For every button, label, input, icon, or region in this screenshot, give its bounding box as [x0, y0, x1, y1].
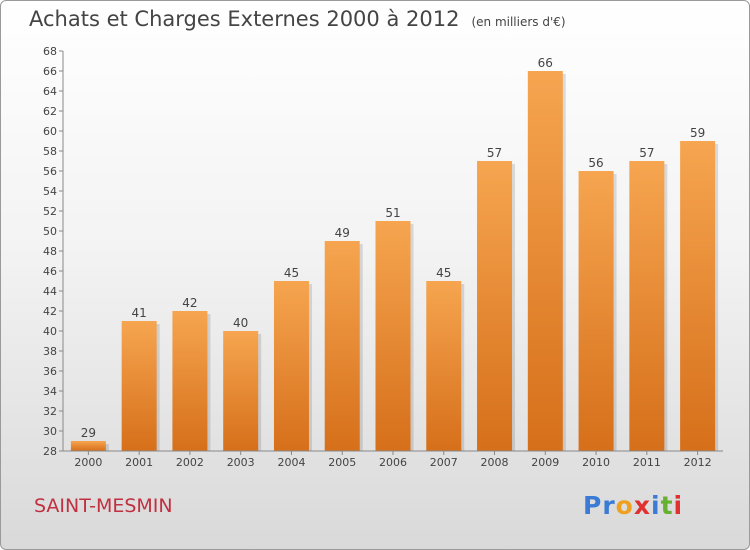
y-tick-label: 42 — [43, 305, 57, 318]
logo-letter: o — [615, 491, 634, 520]
x-tick-label: 2012 — [684, 456, 712, 469]
x-tick-label: 2000 — [74, 456, 102, 469]
bar-2012 — [680, 141, 716, 451]
proxiti-logo: Proxiti — [583, 491, 683, 520]
y-tick-label: 54 — [43, 185, 57, 198]
logo-letter: i — [651, 491, 661, 520]
x-tick-label: 2009 — [531, 456, 559, 469]
y-tick-label: 64 — [43, 85, 57, 98]
bar-value-label: 45 — [436, 266, 451, 280]
bar-2004 — [273, 281, 309, 451]
logo-letter: P — [583, 491, 603, 520]
y-tick-label: 46 — [43, 265, 57, 278]
x-tick-label: 2005 — [328, 456, 356, 469]
y-tick-label: 58 — [43, 145, 57, 158]
x-tick-label: 2007 — [430, 456, 458, 469]
y-tick-label: 28 — [43, 445, 57, 458]
y-tick-label: 66 — [43, 65, 57, 78]
bar-value-label: 45 — [284, 266, 299, 280]
bar-value-label: 41 — [132, 306, 147, 320]
bar-2011 — [629, 161, 665, 451]
y-tick-label: 30 — [43, 425, 57, 438]
bar-2009 — [527, 71, 563, 451]
x-tick-label: 2002 — [176, 456, 204, 469]
y-tick-label: 62 — [43, 105, 57, 118]
bar-2001 — [121, 321, 157, 451]
y-tick-label: 48 — [43, 245, 57, 258]
y-tick-label: 40 — [43, 325, 57, 338]
x-tick-label: 2010 — [582, 456, 610, 469]
y-tick-label: 36 — [43, 365, 57, 378]
bar-value-label: 40 — [233, 316, 248, 330]
x-tick-label: 2011 — [633, 456, 661, 469]
bar-2010 — [578, 171, 614, 451]
chart-unit: (en milliers d'€) — [471, 15, 566, 29]
y-tick-label: 52 — [43, 205, 57, 218]
bar-value-label: 49 — [335, 226, 350, 240]
bar-value-label: 66 — [538, 56, 553, 70]
bar-value-label: 57 — [487, 146, 502, 160]
bar-value-label: 29 — [81, 426, 96, 440]
y-tick-label: 50 — [43, 225, 57, 238]
bars-group: 29 41 42 40 45 49 51 45 57 66 56 57 59 — [70, 56, 719, 451]
bar-value-label: 59 — [690, 126, 705, 140]
chart-title: Achats et Charges Externes 2000 à 2012 (e… — [29, 7, 566, 31]
y-tick-label: 44 — [43, 285, 57, 298]
bar-2006 — [375, 221, 411, 451]
y-axis: 28 30 32 34 36 38 40 42 44 46 48 50 52 54 56 58 60 62 64 66… — [43, 45, 64, 458]
bar-value-label: 56 — [588, 156, 603, 170]
bar-2008 — [477, 161, 513, 451]
bar-2005 — [324, 241, 360, 451]
x-tick-label: 2003 — [227, 456, 255, 469]
bar-value-label: 51 — [385, 206, 400, 220]
x-tick-label: 2006 — [379, 456, 407, 469]
x-tick-label: 2008 — [481, 456, 509, 469]
logo-letter: x — [633, 491, 651, 520]
logo-letter: r — [602, 491, 616, 520]
y-tick-label: 34 — [43, 385, 57, 398]
bar-2003 — [223, 331, 259, 451]
chart-title-text: Achats et Charges Externes 2000 à 2012 — [29, 7, 460, 31]
x-tick-label: 2004 — [277, 456, 305, 469]
y-tick-label: 68 — [43, 45, 57, 58]
y-tick-label: 38 — [43, 345, 57, 358]
logo-letter: i — [673, 491, 684, 520]
x-tick-label: 2001 — [125, 456, 153, 469]
y-tick-label: 60 — [43, 125, 57, 138]
y-tick-label: 56 — [43, 165, 57, 178]
bar-2002 — [172, 311, 208, 451]
bar-value-label: 57 — [639, 146, 654, 160]
bar-2007 — [426, 281, 462, 451]
logo-letter: t — [660, 491, 674, 520]
commune-name: SAINT-MESMIN — [34, 495, 173, 517]
x-axis: 2000 2001 2002 2003 2004 2005 2006 2007 2008 2009… — [63, 450, 723, 469]
bar-2000 — [70, 441, 106, 451]
bar-value-label: 42 — [182, 296, 197, 310]
y-tick-label: 32 — [43, 405, 57, 418]
